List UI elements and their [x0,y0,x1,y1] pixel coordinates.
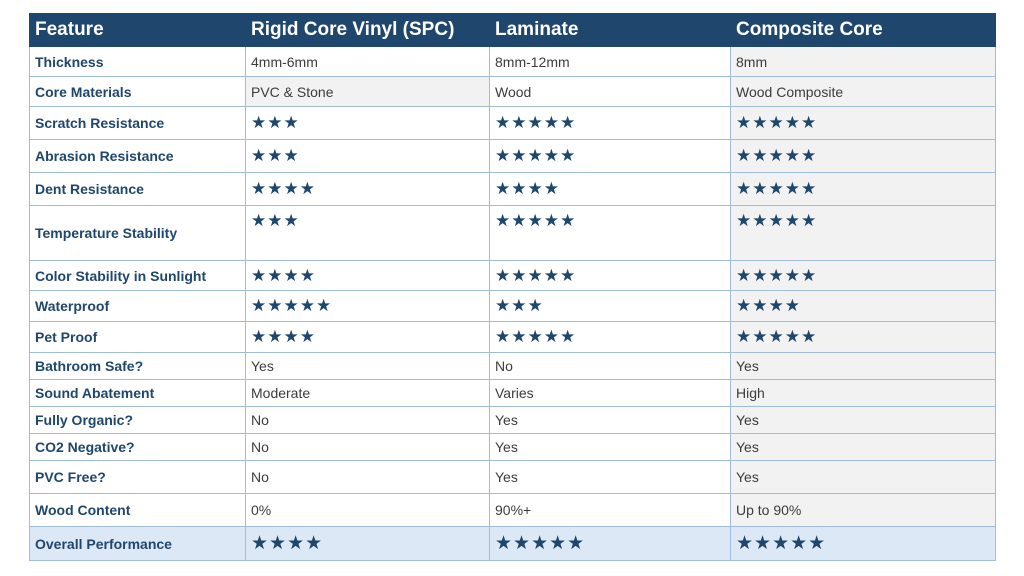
spc-cell: 0% [245,493,490,527]
laminate-rating: ★★★★★ [489,260,731,291]
table-header-row: Feature Rigid Core Vinyl (SPC) Laminate … [29,13,996,47]
header-composite: Composite Core [730,13,996,47]
flooring-comparison-table: Feature Rigid Core Vinyl (SPC) Laminate … [29,13,996,561]
composite-cell: Wood Composite [730,76,996,107]
composite-cell: Up to 90% [730,493,996,527]
spc-rating: ★★★ [245,139,490,173]
composite-rating: ★★★★★ [730,526,996,561]
feature-cell: CO2 Negative? [29,433,246,461]
table-row: Sound Abatement Moderate Varies High [29,379,996,407]
laminate-rating: ★★★★★ [489,106,731,140]
spc-cell: No [245,460,490,494]
laminate-rating: ★★★★ [489,172,731,206]
spc-rating: ★★★★ [245,526,490,561]
laminate-rating: ★★★ [489,290,731,322]
header-feature: Feature [29,13,246,47]
composite-cell: Yes [730,406,996,434]
laminate-rating: ★★★★★ [489,526,731,561]
composite-cell: 8mm [730,46,996,77]
feature-cell: Abrasion Resistance [29,139,246,173]
feature-cell: Bathroom Safe? [29,352,246,380]
table-row: Color Stability in Sunlight ★★★★ ★★★★★ ★… [29,260,996,291]
composite-rating: ★★★★★ [730,172,996,206]
spc-cell: Moderate [245,379,490,407]
composite-rating: ★★★★★ [730,139,996,173]
feature-cell: Fully Organic? [29,406,246,434]
feature-cell: Waterproof [29,290,246,322]
header-spc: Rigid Core Vinyl (SPC) [245,13,490,47]
table-row: Wood Content 0% 90%+ Up to 90% [29,493,996,527]
spc-rating: ★★★★★ [245,290,490,322]
table-row: Fully Organic? No Yes Yes [29,406,996,434]
laminate-cell: 90%+ [489,493,731,527]
laminate-cell: Varies [489,379,731,407]
composite-cell: Yes [730,352,996,380]
composite-rating: ★★★★★ [730,106,996,140]
laminate-cell: Yes [489,460,731,494]
overall-performance-row: Overall Performance ★★★★ ★★★★★ ★★★★★ [29,526,996,561]
spc-cell: PVC & Stone [245,76,490,107]
composite-cell: High [730,379,996,407]
composite-rating: ★★★★ [730,290,996,322]
comparison-table-container: Feature Rigid Core Vinyl (SPC) Laminate … [29,13,996,561]
table-row: CO2 Negative? No Yes Yes [29,433,996,461]
spc-rating: ★★★ [245,205,490,261]
spc-rating: ★★★ [245,106,490,140]
feature-cell: Pet Proof [29,321,246,353]
table-row: PVC Free? No Yes Yes [29,460,996,494]
table-row: Dent Resistance ★★★★ ★★★★ ★★★★★ [29,172,996,206]
spc-cell: No [245,433,490,461]
table-row: Waterproof ★★★★★ ★★★ ★★★★ [29,290,996,322]
table-row: Pet Proof ★★★★ ★★★★★ ★★★★★ [29,321,996,353]
composite-cell: Yes [730,460,996,494]
table-row: Core Materials PVC & Stone Wood Wood Com… [29,76,996,107]
laminate-cell: Wood [489,76,731,107]
feature-cell: PVC Free? [29,460,246,494]
composite-rating: ★★★★★ [730,260,996,291]
feature-cell: Overall Performance [29,526,246,561]
composite-rating: ★★★★★ [730,321,996,353]
spc-rating: ★★★★ [245,321,490,353]
table-row: Abrasion Resistance ★★★ ★★★★★ ★★★★★ [29,139,996,173]
table-row: Thickness 4mm-6mm 8mm-12mm 8mm [29,46,996,77]
table-row: Temperature Stability ★★★ ★★★★★ ★★★★★ [29,205,996,261]
laminate-cell: No [489,352,731,380]
composite-rating: ★★★★★ [730,205,996,261]
feature-cell: Dent Resistance [29,172,246,206]
laminate-cell: Yes [489,406,731,434]
feature-cell: Scratch Resistance [29,106,246,140]
table-row: Scratch Resistance ★★★ ★★★★★ ★★★★★ [29,106,996,140]
laminate-rating: ★★★★★ [489,139,731,173]
spc-cell: Yes [245,352,490,380]
feature-cell: Color Stability in Sunlight [29,260,246,291]
feature-cell: Wood Content [29,493,246,527]
feature-cell: Temperature Stability [29,205,246,261]
table-row: Bathroom Safe? Yes No Yes [29,352,996,380]
spc-rating: ★★★★ [245,260,490,291]
laminate-rating: ★★★★★ [489,321,731,353]
laminate-rating: ★★★★★ [489,205,731,261]
header-laminate: Laminate [489,13,731,47]
laminate-cell: Yes [489,433,731,461]
spc-rating: ★★★★ [245,172,490,206]
laminate-cell: 8mm-12mm [489,46,731,77]
feature-cell: Sound Abatement [29,379,246,407]
spc-cell: No [245,406,490,434]
feature-cell: Core Materials [29,76,246,107]
spc-cell: 4mm-6mm [245,46,490,77]
composite-cell: Yes [730,433,996,461]
feature-cell: Thickness [29,46,246,77]
